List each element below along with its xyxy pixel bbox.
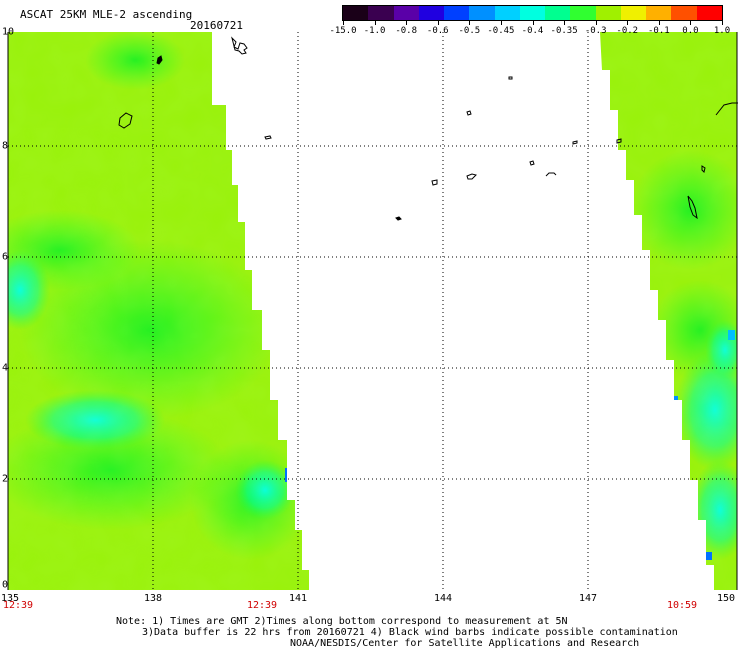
colorbar-tick: [374, 21, 376, 25]
colorbar-swatch: [570, 6, 596, 20]
lat-label-10: 10: [2, 26, 15, 38]
colorbar-tick: [722, 21, 723, 25]
lat-label-0: 0: [2, 579, 9, 591]
time-label-right: 10:59: [666, 600, 698, 611]
colorbar-tick: [564, 21, 566, 25]
colorbar-swatch: [646, 6, 672, 20]
lon-label-141: 141: [288, 593, 308, 604]
colorbar-tick-label: -0.4: [521, 26, 544, 36]
footer-credit: NOAA/NESDIS/Center for Satellite Applica…: [290, 638, 640, 649]
grid-lines: [8, 32, 737, 590]
colorbar-labels: -15.0 -1.0 -0.8 -0.6 -0.5 -0.45 -0.4 -0.35 -0.3-…: [0, 21, 740, 38]
colorbar-swatch: [469, 6, 495, 20]
colorbar-tick-label: -1.0: [363, 26, 386, 36]
colorbar-tick: [532, 21, 534, 25]
colorbar-swatch: [368, 6, 394, 20]
lon-label-150: 150: [716, 593, 736, 604]
colorbar-tick-label: -0.1: [647, 26, 670, 36]
map-date: 20160721: [190, 19, 243, 32]
time-label-middle: 12:39: [246, 600, 278, 611]
colorbar-swatch: [595, 6, 621, 20]
colorbar-swatch: [545, 6, 571, 20]
lon-label-147: 147: [578, 593, 598, 604]
colorbar-tick-label: -0.2: [616, 26, 639, 36]
colorbar-swatch: [671, 6, 697, 20]
colorbar-tick: [406, 21, 408, 25]
footer-note-1: Note: 1) Times are GMT 2)Times along bot…: [116, 616, 568, 627]
colorbar-swatch: [343, 6, 369, 20]
lon-label-138: 138: [143, 593, 163, 604]
colorbar-tick-label: -0.5: [458, 26, 481, 36]
lon-label-144: 144: [433, 593, 453, 604]
time-label-left: 12:39: [2, 600, 34, 611]
colorbar-tick: [469, 21, 471, 25]
colorbar-tick: [437, 21, 439, 25]
footer-note-2: 3)Data buffer is 22 hrs from 20160721 4)…: [142, 627, 678, 638]
colorbar-tick-label: -0.3: [584, 26, 607, 36]
colorbar-tick-label: -0.8: [395, 26, 417, 36]
lat-label-4: 4: [2, 362, 9, 374]
colorbar-tick: [627, 21, 629, 25]
colorbar-swatch: [393, 6, 419, 20]
lon-label-135: 135: [0, 593, 20, 604]
lat-label-6: 6: [2, 251, 9, 263]
right-swath: [600, 32, 737, 590]
colorbar-tick-label: 1.0: [713, 26, 731, 36]
coastlines: [118, 36, 738, 221]
colorbar-tick-label: -0.45: [487, 26, 515, 36]
map-title: ASCAT 25KM MLE-2 ascending: [20, 8, 193, 21]
colorbar-tick: [595, 21, 597, 25]
colorbar-tick-label: 0.0: [682, 26, 699, 36]
lat-label-2: 2: [2, 473, 9, 485]
colorbar-tick: [500, 21, 502, 25]
colorbar-tick-label: -0.6: [426, 26, 449, 36]
colorbar-swatch: [418, 6, 445, 20]
colorbar-tick: [690, 21, 692, 25]
colorbar: [342, 5, 723, 21]
colorbar-swatch: [620, 6, 647, 20]
left-swath: [8, 32, 309, 590]
colorbar-tick: [658, 21, 660, 25]
colorbar-tick-label: -15.0: [329, 26, 357, 36]
colorbar-swatch: [494, 6, 520, 20]
colorbar-tick: [343, 21, 344, 25]
colorbar-swatch: [444, 6, 470, 20]
colorbar-swatch: [696, 6, 722, 20]
colorbar-swatch: [519, 6, 546, 20]
lat-label-8: 8: [2, 140, 9, 152]
colorbar-tick-label: -0.35: [550, 26, 578, 36]
